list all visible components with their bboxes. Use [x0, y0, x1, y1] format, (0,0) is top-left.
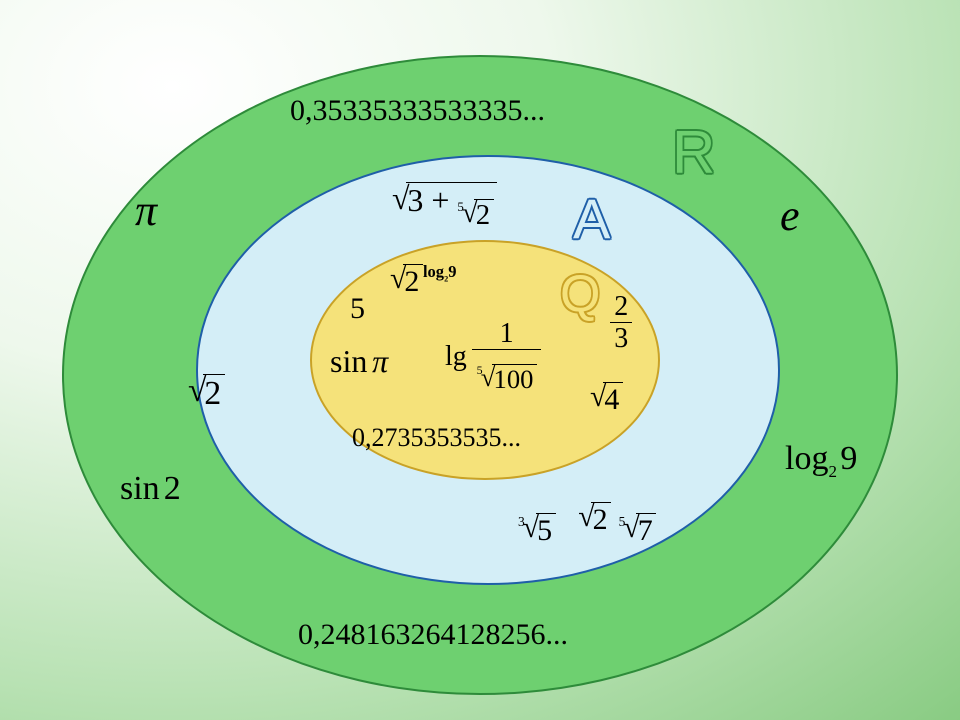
outer-log2-9: log29: [785, 440, 857, 482]
radicand: 2: [403, 264, 423, 298]
sin-arg: π: [372, 343, 388, 379]
inner-sin-pi: sinπ: [330, 343, 388, 380]
middle-triple-roots: 3 √ 5 √ 2 5 √ 7: [518, 500, 656, 547]
middle-sqrt2: √ 2: [188, 372, 225, 412]
denominator: 3: [610, 322, 632, 352]
root-2: √ 2: [578, 502, 611, 536]
root-1-radicand: 5: [536, 513, 556, 547]
fraction: 2 3: [610, 293, 632, 353]
inner-decimal: 0,2735353535...: [352, 423, 521, 453]
outer-radicand: 3 + 5 √ 2: [406, 182, 498, 231]
set-label-A: A: [573, 186, 610, 251]
sin-prefix: sin: [120, 470, 160, 507]
log-prefix: log: [785, 440, 828, 477]
radicand: 4: [603, 382, 623, 416]
exp-arg: 9: [448, 262, 456, 281]
numerator: 1: [495, 320, 517, 349]
root-1: 3 √ 5: [518, 513, 556, 547]
inner-sqrt2-pow-log2-9: √ 2 log29: [390, 262, 456, 298]
lg-prefix: lg: [445, 341, 467, 373]
root-3: 5 √ 7: [619, 513, 657, 547]
root-3-radicand: 7: [636, 513, 656, 547]
lead: 3 +: [407, 182, 449, 218]
inner-radicand: 2: [474, 199, 493, 232]
outer-radical: √ 3 + 5 √ 2: [392, 182, 497, 231]
outer-sin2: sin2: [120, 470, 181, 508]
set-label-Q: Q: [560, 264, 600, 324]
log-arg: 9: [840, 440, 857, 477]
radical: √ 4: [590, 382, 623, 416]
radical: √ 2: [188, 374, 225, 412]
radical: √ 2: [390, 264, 423, 298]
outer-pi: π: [135, 185, 157, 236]
fraction: 1 5 √ 100: [472, 320, 540, 394]
inner-five: 5: [350, 292, 365, 326]
sin-arg: 2: [164, 470, 181, 507]
outer-bottom-decimal: 0,248163264128256...: [298, 618, 568, 652]
numerator: 2: [610, 293, 632, 322]
exp-prefix: log: [423, 262, 444, 281]
den-radicand: 100: [492, 364, 536, 394]
radicand: 2: [203, 374, 226, 412]
middle-sqrt-3-plus-5th-root-2: √ 3 + 5 √ 2: [392, 180, 497, 231]
inner-sqrt4: √ 4: [590, 380, 623, 416]
sin-prefix: sin: [330, 343, 367, 379]
exponent: log29: [423, 262, 456, 281]
outer-top-decimal: 0,35335333533335...: [290, 94, 545, 128]
inner-lg-frac: lg 1 5 √ 100: [445, 320, 541, 394]
root-2-radicand: 2: [591, 502, 611, 536]
den-radical: 5 √ 100: [477, 364, 537, 394]
denominator: 5 √ 100: [472, 349, 540, 393]
outer-e: e: [780, 190, 800, 241]
log-sub: 2: [828, 462, 837, 481]
inner-two-thirds: 2 3: [610, 293, 632, 353]
set-label-R: R: [672, 118, 715, 187]
inner-radical: 5 √ 2: [457, 199, 493, 232]
